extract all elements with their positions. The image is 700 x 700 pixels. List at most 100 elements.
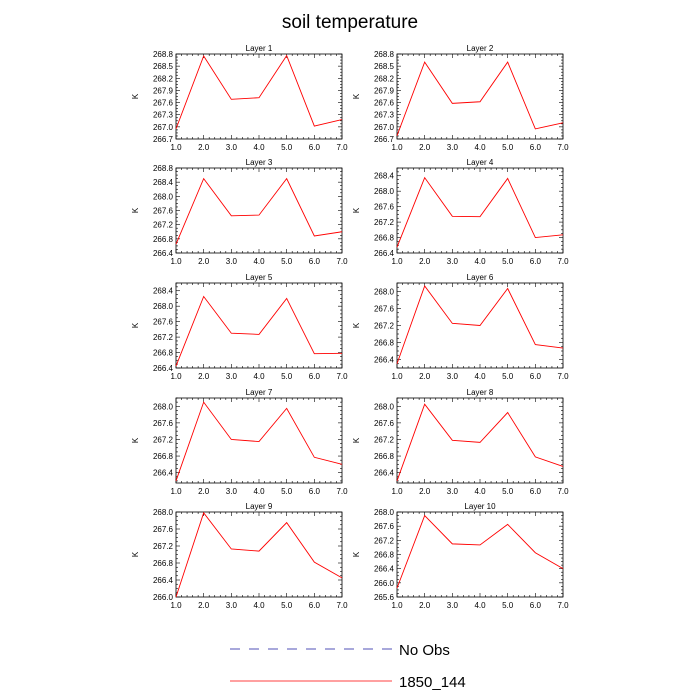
y-tick-label: 267.2 <box>153 221 174 230</box>
x-tick-label: 2.0 <box>419 601 431 610</box>
x-tick-label: 1.0 <box>170 143 182 152</box>
y-tick-label: 267.2 <box>153 333 174 342</box>
y-tick-label: 268.0 <box>374 187 395 196</box>
x-tick-label: 3.0 <box>226 257 238 266</box>
y-tick-label: 266.4 <box>153 364 174 373</box>
y-tick-label: 267.9 <box>153 86 174 95</box>
y-tick-label: 267.2 <box>374 435 395 444</box>
x-tick-label: 5.0 <box>281 487 293 496</box>
y-tick-label: 268.4 <box>153 178 174 187</box>
y-tick-label: 267.0 <box>153 123 174 132</box>
y-tick-label: 268.0 <box>153 508 174 517</box>
x-tick-label: 3.0 <box>447 372 459 381</box>
panel-title: Layer 8 <box>467 388 494 397</box>
x-tick-label: 3.0 <box>226 143 238 152</box>
series-line-1850-144 <box>175 295 343 367</box>
y-tick-label: 267.0 <box>374 123 395 132</box>
x-tick-label: 3.0 <box>447 487 459 496</box>
x-tick-label: 1.0 <box>391 143 403 152</box>
y-tick-label: 266.8 <box>374 234 395 243</box>
x-tick-label: 2.0 <box>198 601 210 610</box>
y-tick-label: 266.4 <box>374 469 395 478</box>
y-axis-label: K <box>352 93 361 99</box>
x-tick-label: 5.0 <box>502 487 514 496</box>
panel-layer-7: Layer 7 K 1.0 2.0 3.0 4.0 5.0 6.0 7.0 266.4 266.8 2… <box>131 388 348 496</box>
x-tick-label: 1.0 <box>170 257 182 266</box>
x-tick-label: 1.0 <box>170 372 182 381</box>
y-tick-label: 267.6 <box>153 318 174 327</box>
y-tick-label: 268.0 <box>153 302 174 311</box>
y-tick-label: 268.8 <box>374 50 395 59</box>
y-tick-label: 266.8 <box>153 559 174 568</box>
y-tick-label: 267.3 <box>374 111 395 120</box>
panels-group: Layer 1 K 1.0 2.0 3.0 4.0 5.0 6.0 7.0 266.7 267.0 2… <box>131 44 569 610</box>
y-tick-label: 268.8 <box>153 50 174 59</box>
series-line-1850-144 <box>396 403 564 482</box>
y-tick-label: 266.0 <box>374 579 395 588</box>
x-tick-label: 5.0 <box>502 372 514 381</box>
x-tick-label: 7.0 <box>557 601 569 610</box>
x-tick-label: 2.0 <box>198 143 210 152</box>
series-line-1850-144 <box>396 514 564 589</box>
panel-layer-4: Layer 4 K 1.0 2.0 3.0 4.0 5.0 6.0 7.0 266.4 266.8 2… <box>352 158 569 266</box>
x-tick-label: 5.0 <box>281 143 293 152</box>
x-tick-label: 2.0 <box>419 257 431 266</box>
x-tick-label: 2.0 <box>198 372 210 381</box>
y-tick-label: 267.6 <box>153 525 174 534</box>
x-tick-label: 4.0 <box>253 487 265 496</box>
y-tick-label: 267.3 <box>153 111 174 120</box>
y-tick-label: 268.5 <box>374 62 395 71</box>
y-tick-label: 266.7 <box>374 135 395 144</box>
x-tick-label: 4.0 <box>253 372 265 381</box>
x-tick-label: 6.0 <box>309 372 321 381</box>
y-axis-label: K <box>352 437 361 443</box>
x-tick-label: 4.0 <box>474 143 486 152</box>
y-axis-label: K <box>131 207 140 213</box>
y-tick-label: 268.0 <box>374 508 395 517</box>
x-tick-label: 1.0 <box>391 487 403 496</box>
y-tick-label: 268.0 <box>374 288 395 297</box>
x-tick-label: 6.0 <box>530 257 542 266</box>
panel-layer-9: Layer 9 K 1.0 2.0 3.0 4.0 5.0 6.0 7.0 266.0 266.4 2… <box>131 502 348 610</box>
x-tick-label: 1.0 <box>170 487 182 496</box>
y-tick-label: 266.4 <box>153 249 174 258</box>
y-axis-label: K <box>131 93 140 99</box>
x-tick-label: 3.0 <box>447 601 459 610</box>
panel-layer-5: Layer 5 K 1.0 2.0 3.0 4.0 5.0 6.0 7.0 266.4 266.8 2… <box>131 273 348 381</box>
series-line-1850-144 <box>396 176 564 248</box>
y-tick-label: 267.6 <box>374 419 395 428</box>
y-tick-label: 266.8 <box>153 349 174 358</box>
y-tick-label: 268.2 <box>374 74 395 83</box>
y-tick-label: 267.6 <box>374 203 395 212</box>
x-tick-label: 7.0 <box>557 143 569 152</box>
y-tick-label: 266.8 <box>153 235 174 244</box>
plot-frame <box>396 53 564 140</box>
y-tick-label: 268.0 <box>153 402 174 411</box>
x-tick-label: 4.0 <box>474 257 486 266</box>
y-axis-label: K <box>131 551 140 557</box>
y-tick-label: 266.4 <box>374 249 395 258</box>
x-tick-label: 1.0 <box>170 601 182 610</box>
y-tick-label: 266.4 <box>374 356 395 365</box>
x-tick-label: 4.0 <box>474 601 486 610</box>
y-tick-label: 268.0 <box>153 192 174 201</box>
x-tick-label: 7.0 <box>336 487 348 496</box>
x-tick-label: 6.0 <box>530 372 542 381</box>
y-tick-label: 267.6 <box>153 207 174 216</box>
plot-frame <box>175 53 343 140</box>
y-tick-label: 266.4 <box>153 469 174 478</box>
x-tick-label: 5.0 <box>502 257 514 266</box>
x-tick-label: 1.0 <box>391 257 403 266</box>
y-axis-label: K <box>352 551 361 557</box>
y-tick-label: 268.0 <box>374 402 395 411</box>
x-tick-label: 4.0 <box>253 257 265 266</box>
legend-no-obs-label: No Obs <box>399 642 450 659</box>
panel-layer-3: Layer 3 K 1.0 2.0 3.0 4.0 5.0 6.0 7.0 266.4 266.8 2… <box>131 158 348 266</box>
y-tick-label: 266.7 <box>153 135 174 144</box>
panel-title: Layer 3 <box>246 158 273 167</box>
y-tick-label: 266.0 <box>153 593 174 602</box>
y-axis-label: K <box>352 207 361 213</box>
y-tick-label: 267.2 <box>374 218 395 227</box>
y-tick-label: 265.6 <box>374 593 395 602</box>
chart-title: soil temperature <box>282 12 418 33</box>
